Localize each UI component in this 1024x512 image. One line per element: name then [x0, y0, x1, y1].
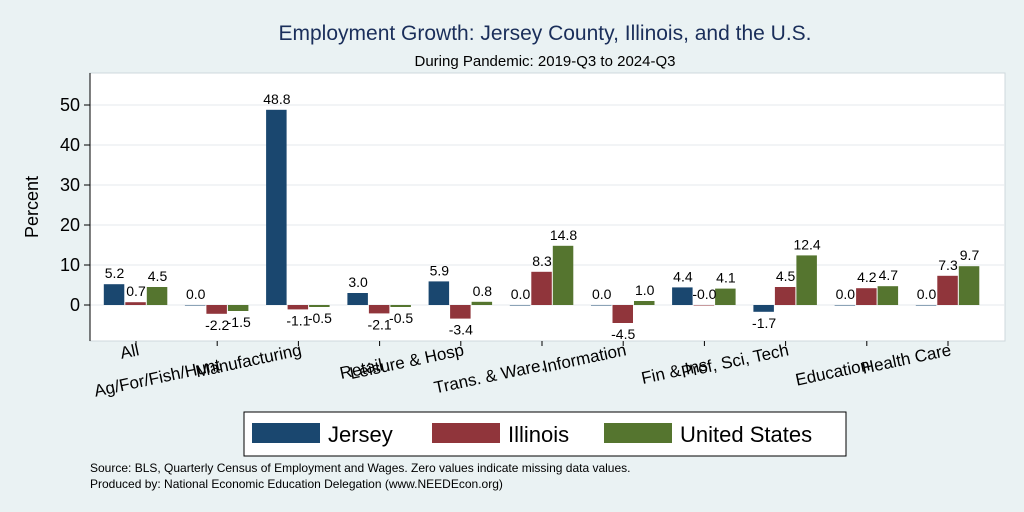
bar — [509, 305, 531, 306]
data-label: 14.8 — [550, 227, 577, 243]
data-label: 1.0 — [635, 282, 655, 298]
data-label: 4.2 — [857, 269, 877, 285]
data-label: 5.9 — [430, 262, 450, 278]
bar — [958, 266, 980, 305]
x-tick-label: Prof, Sci, Tech — [680, 340, 791, 381]
data-label: 4.7 — [879, 267, 899, 283]
bar — [693, 305, 715, 306]
data-label: -2.1 — [368, 316, 392, 332]
data-label: 8.3 — [532, 253, 552, 269]
data-label: 0.0 — [917, 286, 937, 302]
bar — [206, 305, 227, 314]
y-ticks: 0 10 20 30 40 50 — [60, 95, 90, 315]
bar — [856, 288, 877, 305]
data-label: 4.5 — [776, 268, 796, 284]
produced-by-note: Produced by: National Economic Education… — [90, 477, 503, 491]
bar — [103, 284, 125, 305]
bar — [309, 305, 330, 307]
bar — [184, 305, 206, 306]
chart-title: Employment Growth: Jersey County, Illino… — [279, 22, 812, 45]
data-label: 12.4 — [793, 236, 820, 252]
bar — [612, 305, 633, 323]
x-tick-label: Information — [541, 340, 628, 376]
bar — [937, 275, 958, 305]
data-label: 4.4 — [673, 268, 693, 284]
legend-swatch — [432, 423, 500, 443]
data-label: 7.3 — [938, 257, 958, 273]
bar — [450, 305, 471, 319]
legend-box — [243, 411, 847, 457]
x-tick-label: Manufacturing — [194, 340, 303, 381]
data-label: -0.5 — [308, 310, 332, 326]
data-label: -1.1 — [286, 312, 310, 328]
legend-label: Jersey — [328, 422, 393, 447]
data-label: 0.0 — [592, 286, 612, 302]
bar — [347, 293, 368, 305]
bar — [915, 305, 937, 306]
bar — [368, 305, 390, 314]
y-tick-label: 10 — [60, 255, 80, 275]
y-tick-label: 0 — [70, 295, 80, 315]
data-label: 3.0 — [348, 274, 368, 290]
source-note: Source: BLS, Quarterly Census of Employm… — [90, 461, 630, 475]
legend-swatch — [604, 423, 672, 443]
bars — [103, 109, 980, 323]
y-axis-title: Percent — [22, 176, 42, 238]
data-label: -2.2 — [205, 317, 229, 333]
bar — [715, 288, 736, 305]
bar — [591, 305, 612, 306]
bar — [390, 305, 411, 307]
y-tick-label: 20 — [60, 215, 80, 235]
data-label: -3.4 — [449, 322, 473, 338]
bar — [552, 245, 574, 305]
bar — [753, 305, 774, 312]
data-label: -1.7 — [752, 315, 776, 331]
bar — [428, 281, 450, 305]
legend: Jersey Illinois United States — [243, 411, 847, 457]
data-label: -0.0 — [692, 286, 716, 302]
bar — [531, 271, 552, 305]
data-label: 4.1 — [716, 270, 736, 286]
legend-swatch — [252, 423, 320, 443]
data-label: -4.5 — [611, 326, 635, 342]
data-label: 0.7 — [126, 283, 146, 299]
y-tick-label: 30 — [60, 175, 80, 195]
data-label: 0.0 — [186, 286, 206, 302]
data-label: 48.8 — [263, 91, 290, 107]
bar — [227, 305, 249, 311]
data-label: -1.5 — [227, 314, 251, 330]
bar — [146, 287, 168, 305]
x-tick-label: All — [118, 340, 140, 363]
y-tick-label: 40 — [60, 135, 80, 155]
data-label: -0.5 — [389, 310, 413, 326]
legend-label: Illinois — [508, 422, 569, 447]
chart-subtitle: During Pandemic: 2019-Q3 to 2024-Q3 — [415, 53, 676, 70]
bar — [796, 255, 817, 305]
data-label: 5.2 — [105, 265, 125, 281]
data-label: 4.5 — [148, 268, 168, 284]
value-labels: 5.20.74.50.0-2.2-1.548.8-1.1-0.53.0-2.1-… — [105, 91, 980, 342]
bar — [287, 305, 309, 310]
bar — [877, 286, 899, 305]
bar — [774, 287, 796, 305]
data-label: 0.8 — [473, 283, 493, 299]
y-tick-label: 50 — [60, 95, 80, 115]
data-label: 0.0 — [836, 286, 856, 302]
bar — [266, 109, 287, 305]
bar — [125, 302, 146, 305]
bar — [672, 287, 693, 305]
bar — [471, 301, 493, 305]
data-label: 9.7 — [960, 247, 980, 263]
data-label: 0.0 — [511, 286, 531, 302]
x-tick-label: Health Care — [860, 340, 953, 377]
legend-label: United States — [680, 422, 812, 447]
bar — [834, 305, 856, 306]
bar — [634, 301, 655, 305]
